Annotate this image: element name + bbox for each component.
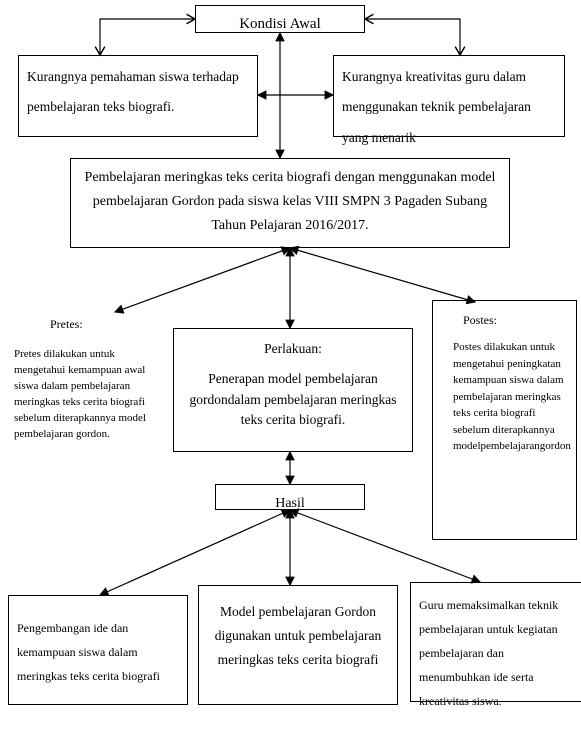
arrow-fan1-left (115, 248, 290, 312)
kurang-kreativitas-text: Kurangnya kreativitas guru dalam menggun… (342, 69, 531, 145)
pembelajaran-box: Pembelajaran meringkas teks cerita biogr… (70, 158, 510, 248)
perlakuan-body: Penerapan model pembelajaran gordondalam… (182, 369, 404, 430)
guru-maks-text: Guru memaksimalkan teknik pembelajaran u… (419, 598, 558, 708)
perlakuan-title: Perlakuan: (182, 339, 404, 359)
pretes-block: Pretes: Pretes dilakukan untuk mengetahu… (8, 312, 166, 447)
kurang-paham-text: Kurangnya pemahaman siswa terhadap pembe… (27, 69, 239, 114)
kurang-paham-box: Kurangnya pemahaman siswa terhadap pembe… (18, 55, 258, 137)
pengembangan-text: Pengembangan ide dan kemampuan siswa dal… (17, 621, 160, 683)
postes-title: Postes: (463, 311, 568, 329)
perlakuan-box: Perlakuan: Penerapan model pembelajaran … (173, 328, 413, 452)
postes-body: Postes dilakukan untuk mengetahui pening… (441, 339, 568, 455)
hasil-box: Hasil (215, 484, 365, 510)
pretes-body: Pretes dilakukan untuk mengetahui kemamp… (14, 347, 160, 443)
kondisi-awal-text: Kondisi Awal (239, 16, 321, 32)
kurang-kreativitas-box: Kurangnya kreativitas guru dalam menggun… (333, 55, 565, 137)
model-gordon-text: Model pembelajaran Gordon digunakan untu… (215, 604, 381, 667)
guru-maks-box: Guru memaksimalkan teknik pembelajaran u… (410, 582, 581, 702)
arrow-top-right (365, 19, 460, 55)
postes-block: Postes: Postes dilakukan untuk mengetahu… (432, 300, 577, 540)
arrow-top-left (100, 19, 195, 55)
arrow-fan1-right (290, 248, 475, 302)
kondisi-awal-box: Kondisi Awal (195, 5, 365, 33)
pengembangan-box: Pengembangan ide dan kemampuan siswa dal… (8, 595, 188, 705)
pretes-title: Pretes: (50, 316, 160, 333)
arrow-fan2-left (100, 510, 290, 595)
pembelajaran-text: Pembelajaran meringkas teks cerita biogr… (85, 170, 496, 233)
hasil-text: Hasil (275, 496, 305, 511)
model-gordon-box: Model pembelajaran Gordon digunakan untu… (198, 585, 398, 705)
